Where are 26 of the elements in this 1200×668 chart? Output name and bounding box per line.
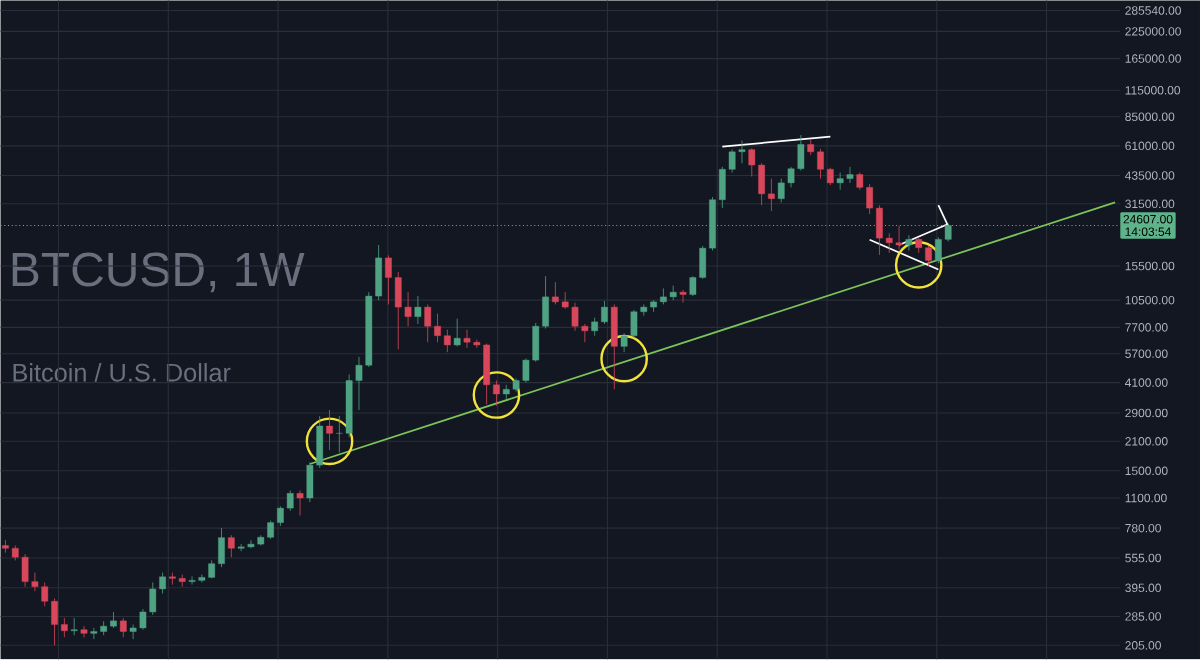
y-tick-label: 285.00 xyxy=(1125,612,1161,621)
y-tick-label: 780.00 xyxy=(1125,523,1161,533)
y-tick-label: 395.00 xyxy=(1125,583,1161,592)
y-tick-label: 10500.00 xyxy=(1125,295,1175,305)
y-tick-label: 15500.00 xyxy=(1125,261,1175,271)
text: 14:03:54 xyxy=(1125,227,1171,236)
text: Bitcoin / U.S. Dollar xyxy=(13,362,231,382)
y-tick-label: 165000.00 xyxy=(1125,54,1181,63)
y-tick-label: 115000.00 xyxy=(1125,85,1181,95)
y-tick-label: 61000.00 xyxy=(1125,141,1175,150)
y-tick-label: 4100.00 xyxy=(1125,378,1168,387)
y-tick-label: 5700.00 xyxy=(1125,349,1168,358)
y-tick-label: 43500.00 xyxy=(1125,171,1175,180)
y-tick-label: 225000.00 xyxy=(1125,26,1181,36)
y-tick-label: 31500.00 xyxy=(1125,199,1175,208)
y-tick-label: 2100.00 xyxy=(1125,436,1168,446)
y-tick-label: 85000.00 xyxy=(1125,112,1175,121)
y-tick-label: 7700.00 xyxy=(1125,322,1168,332)
y-tick-label: 1100.00 xyxy=(1125,493,1167,503)
ref-line-label: 24607.00 xyxy=(1123,214,1173,224)
y-tick-label: 285540.00 xyxy=(1125,6,1181,15)
y-tick-label: 1500.00 xyxy=(1125,466,1168,475)
y-tick-label: 2900.00 xyxy=(1125,408,1168,418)
text: BTCUSD, 1W xyxy=(12,252,305,293)
y-tick-label: 205.00 xyxy=(1125,640,1161,650)
y-tick-label: 555.00 xyxy=(1125,553,1161,563)
